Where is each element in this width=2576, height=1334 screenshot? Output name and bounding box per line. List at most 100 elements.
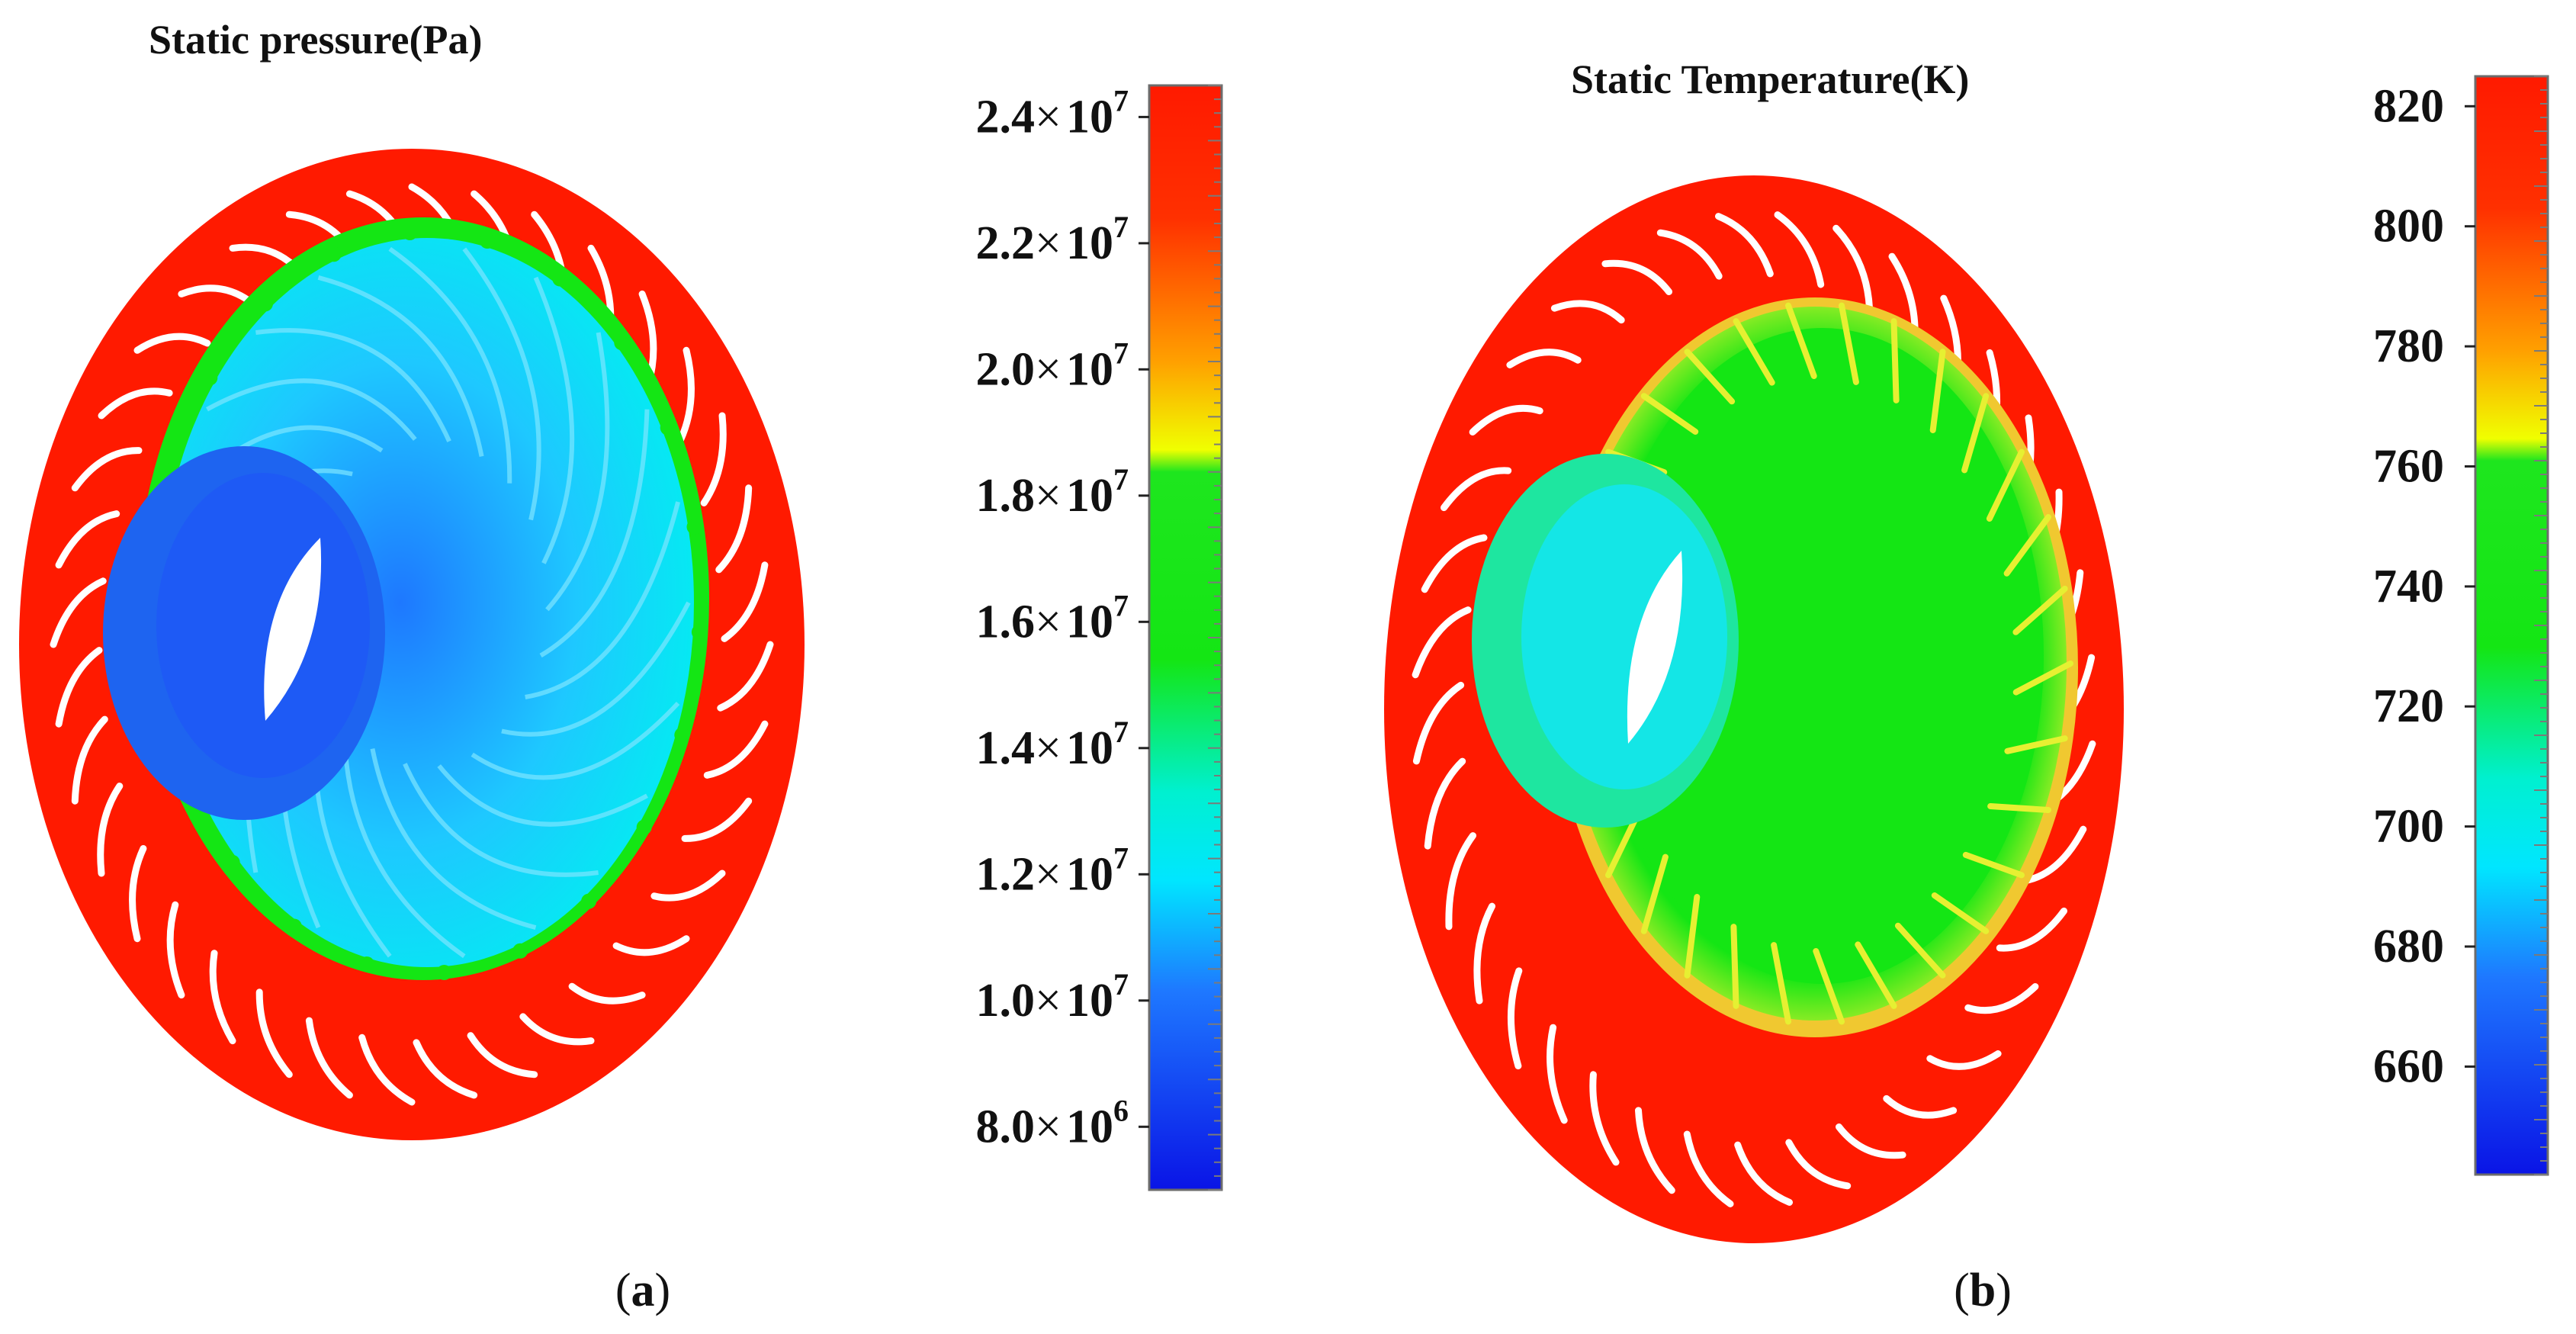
vane-tip — [1839, 302, 1859, 385]
stator-blade — [1507, 967, 1523, 1070]
vane-tip-marker — [581, 893, 597, 909]
stator-blade — [721, 561, 769, 642]
pressure-colorbar-ticks: 2.4×107 2.2×107 2.0×107 1.8×107 1.6×107 1.4×1… — [976, 83, 1222, 1191]
vane-tip — [1771, 942, 1791, 1025]
rotor-vane — [501, 601, 691, 737]
colorbar-tick-label: 660 — [2373, 1040, 2444, 1092]
vane-tip — [1684, 894, 1701, 979]
rotor-vane — [539, 409, 650, 658]
stator-blade — [1683, 1130, 1734, 1207]
stator-blade — [1412, 606, 1472, 679]
stator-blade — [681, 797, 753, 842]
stator-blade — [1734, 1141, 1793, 1206]
stator-blade — [1589, 1071, 1620, 1166]
rotor-vane — [370, 748, 537, 931]
temperature-contour-plot — [1384, 175, 2124, 1243]
stator-blade — [178, 284, 255, 307]
vane-tip — [1929, 349, 1946, 433]
stator-blade — [717, 641, 774, 712]
stator-blade — [1635, 1107, 1675, 1194]
stator-blade — [715, 484, 753, 574]
vane-tip-marker — [552, 271, 568, 287]
vane-tip-marker — [512, 943, 528, 959]
stator-blades — [50, 183, 774, 1106]
stator-blades — [1412, 211, 2096, 1207]
stator-blade — [703, 720, 769, 779]
vane-tip-marker — [326, 246, 342, 262]
shaft-hole — [264, 538, 322, 721]
colorbar-tick-label: 2.0×107 — [976, 336, 1129, 395]
stator-blade — [1445, 832, 1476, 931]
rotor-vane — [388, 246, 512, 484]
vane-tip-marker — [257, 296, 273, 312]
stator-blade — [1836, 1123, 1906, 1159]
vane-tip — [1733, 318, 1775, 386]
stator-blade — [650, 870, 726, 902]
vane-tip — [1986, 448, 2025, 522]
pressure-colorbar: 2.4×107 2.2×107 2.0×107 1.8×107 1.6×107 1.4×1… — [976, 83, 1223, 1191]
stator-blade — [97, 783, 124, 877]
stator-blade — [55, 510, 120, 569]
stator-blade — [413, 1039, 478, 1099]
stator-blade — [1715, 213, 1774, 278]
vane-tip — [1785, 302, 1817, 379]
vane-tip-marker — [636, 819, 652, 835]
panel-b-title: Static Temperature(K) — [1571, 56, 1969, 102]
stator-blade — [519, 1013, 595, 1046]
hub-inner — [156, 473, 370, 778]
rotor-vane — [403, 763, 599, 877]
stator-blade — [1550, 300, 1625, 324]
vane-tip-marker — [224, 854, 240, 870]
panel-a-title: Static pressure(Pa) — [149, 17, 482, 63]
stator-blade — [98, 387, 173, 419]
temperature-colorbar: 820 800 780 760 740 720 700 680 660 — [2373, 75, 2549, 1176]
rotor-vane — [206, 378, 417, 441]
vane-tip — [1961, 393, 1990, 474]
vane-tip — [2003, 514, 2051, 577]
stator-blade — [1441, 467, 1512, 512]
vane-tip — [1730, 924, 1739, 1009]
stator-blade — [305, 1017, 353, 1099]
vane-tip-marker — [674, 727, 690, 743]
stator-blade — [467, 1032, 538, 1078]
stator-blade — [209, 950, 236, 1045]
temperature-colorbar-ticks: 820 800 780 760 740 720 700 680 660 — [2373, 76, 2548, 1175]
colorbar-tick-label: 8.0×106 — [976, 1093, 1129, 1152]
stator-blade — [676, 346, 695, 444]
stator-blade — [1421, 534, 1488, 593]
vane-tip-marker — [202, 370, 218, 386]
vane-tip-marker — [480, 233, 496, 249]
stator-blade — [133, 333, 211, 354]
hub-inner — [1521, 484, 1727, 789]
rotor-vane — [533, 276, 575, 564]
panel-b: Static Temperature(K) 820 800 780 760 740 720… — [1384, 56, 2549, 1316]
rotor-vane — [545, 332, 610, 612]
stator-blade — [1774, 211, 1825, 288]
stator-blade — [1926, 1050, 2002, 1070]
stator-blade — [1412, 681, 1465, 765]
vane-tip — [1684, 349, 1736, 405]
vane-tip — [1890, 318, 1900, 403]
colorbar-tick-label: 2.2×107 — [976, 210, 1129, 269]
rotor-vane — [471, 701, 680, 780]
stator-blade — [71, 447, 143, 492]
vane-tip — [1962, 851, 2025, 879]
colorbar-tick-label: 800 — [2373, 201, 2444, 252]
colorbar-tick-label: 1.2×107 — [976, 841, 1129, 900]
stator-blade — [1506, 349, 1582, 368]
colorbar-tick-label: 720 — [2373, 680, 2444, 732]
rotor-vane — [462, 247, 541, 521]
vane-tip — [1987, 803, 2051, 813]
vane-tip — [2012, 585, 2068, 635]
rotor-vane — [525, 501, 681, 699]
stator-blade — [358, 1033, 416, 1106]
vane-tip — [1931, 892, 1990, 934]
pressure-contour-plot — [19, 149, 805, 1140]
stator-blade — [1883, 1095, 1958, 1119]
rotor-vane — [437, 764, 648, 827]
stator-blade — [1601, 259, 1672, 295]
colorbar-tick-label: 1.6×107 — [976, 588, 1129, 648]
stator-blade — [1424, 757, 1466, 850]
rotor-vane — [317, 275, 484, 457]
vane-tip — [2012, 661, 2073, 696]
